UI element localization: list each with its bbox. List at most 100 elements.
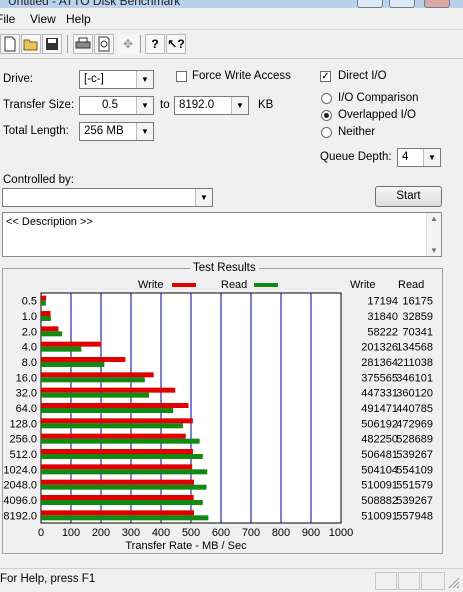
total-length-select[interactable]: 256 MB ▼ [79,122,154,141]
read-bar [41,316,51,321]
read-value-label: 539267 [396,495,433,507]
write-bar [41,341,102,347]
status-panel [375,572,397,590]
toolbar-separator [140,35,141,53]
y-tick-label: 1.0 [22,311,37,323]
start-button[interactable]: Start [375,186,442,207]
x-tick-label: 500 [182,527,200,539]
title-bar: Untitled - ATTO Disk Benchmark [0,0,463,8]
scroll-up-icon[interactable]: ▲ [430,214,438,223]
status-text: For Help, press F1 [0,573,96,585]
y-tick-label: 32.0 [16,388,37,400]
x-tick-label: 0 [38,527,44,539]
open-folder-icon[interactable] [21,34,41,54]
read-bar [41,346,82,352]
kb-label: KB [258,99,274,111]
read-value-label: 554109 [396,464,433,476]
read-value-label: 539267 [396,449,433,461]
controlled-by-select[interactable]: ▼ [2,188,213,207]
force-write-label: Force Write Access [192,70,291,82]
read-bar [41,484,207,490]
toolbar-separator [67,35,68,53]
read-bar [41,500,203,505]
print-icon[interactable] [73,34,93,54]
chevron-down-icon: ▼ [136,123,153,140]
help-icon[interactable]: ? [145,34,165,54]
x-tick-label: 300 [122,527,140,539]
y-tick-label: 16.0 [16,372,37,384]
force-write-checkbox[interactable] [176,71,187,82]
status-bar: For Help, press F1 [0,568,463,592]
close-button[interactable] [424,0,450,8]
write-bar [41,418,193,424]
to-label: to [160,99,170,111]
resize-grip-icon[interactable] [446,575,460,589]
read-column-header: Read [398,279,424,291]
x-axis-label: Transfer Rate - MB / Sec [125,540,247,552]
queue-depth-select[interactable]: 4 ▼ [397,148,441,167]
menu-help[interactable]: Help [66,12,91,26]
write-bar [41,357,126,362]
write-value-label: 504104 [361,464,398,476]
neither-label: Neither [338,126,376,138]
read-value-label: 16175 [402,296,433,308]
scroll-down-icon[interactable]: ▼ [430,246,438,255]
chevron-down-icon: ▼ [231,97,248,114]
total-length-label: Total Length: [3,125,69,137]
menu-file[interactable]: File [0,12,16,26]
y-tick-label: 8192.0 [3,510,37,522]
read-bar [41,408,174,413]
read-value-label: 551579 [396,480,433,492]
overlapped-io-radio[interactable] [321,110,332,121]
drive-select[interactable]: [-c-] ▼ [79,70,154,89]
description-scrollbar[interactable]: ▲ ▼ [426,213,441,256]
write-column-header: Write [350,279,375,291]
transfer-size-from-select[interactable]: 0.5 ▼ [79,96,154,115]
write-bar [41,464,193,470]
x-tick-label: 400 [152,527,170,539]
y-tick-label: 64.0 [16,403,37,415]
read-value-label: 134568 [396,342,433,354]
write-bar [41,326,59,332]
plot-area: 0 100 200 300 400 500 600 700 800 900 1000 0.5 17194… [3,292,433,539]
read-value-label: 346101 [396,372,433,384]
chevron-down-icon: ▼ [136,97,153,114]
read-bar [41,515,209,521]
overlapped-io-label: Overlapped I/O [338,109,416,121]
write-value-label: 201326 [361,342,398,354]
write-value-label: 281364 [361,357,398,369]
x-tick-label: 800 [272,527,290,539]
read-bar [41,454,203,459]
queue-depth-label: Queue Depth: [320,151,392,163]
write-value-label: 508882 [361,495,398,507]
menu-view[interactable]: View [30,12,56,26]
transfer-size-to-select[interactable]: 8192.0 ▼ [174,96,249,115]
write-bar [41,403,189,408]
read-value-label: 360120 [396,388,433,400]
y-tick-label: 4.0 [22,342,37,354]
direct-io-checkbox[interactable]: ✓ [320,71,331,82]
context-help-icon[interactable]: ↖? [166,34,186,54]
read-bar [41,331,63,337]
write-bar [41,510,195,516]
y-tick-label: 512.0 [9,449,37,461]
new-document-icon[interactable] [0,34,20,54]
write-bar [41,495,194,500]
print-preview-icon[interactable] [94,34,114,54]
y-tick-label: 1024.0 [3,464,37,476]
maximize-button[interactable] [389,0,415,8]
neither-radio[interactable] [321,127,332,138]
io-comparison-label: I/O Comparison [338,92,419,104]
read-value-label: 528689 [396,434,433,446]
chevron-down-icon: ▼ [195,189,212,206]
description-textarea[interactable]: << Description >> ▲ ▼ [2,212,442,257]
write-value-label: 17194 [367,296,398,308]
io-comparison-radio[interactable] [321,93,332,104]
save-icon[interactable] [42,34,62,54]
read-value-label: 472969 [396,418,433,430]
read-bar [41,377,145,383]
read-bar [41,362,105,367]
minimize-button[interactable] [357,0,383,8]
legend-read-swatch [254,283,278,287]
write-value-label: 31840 [367,311,398,323]
